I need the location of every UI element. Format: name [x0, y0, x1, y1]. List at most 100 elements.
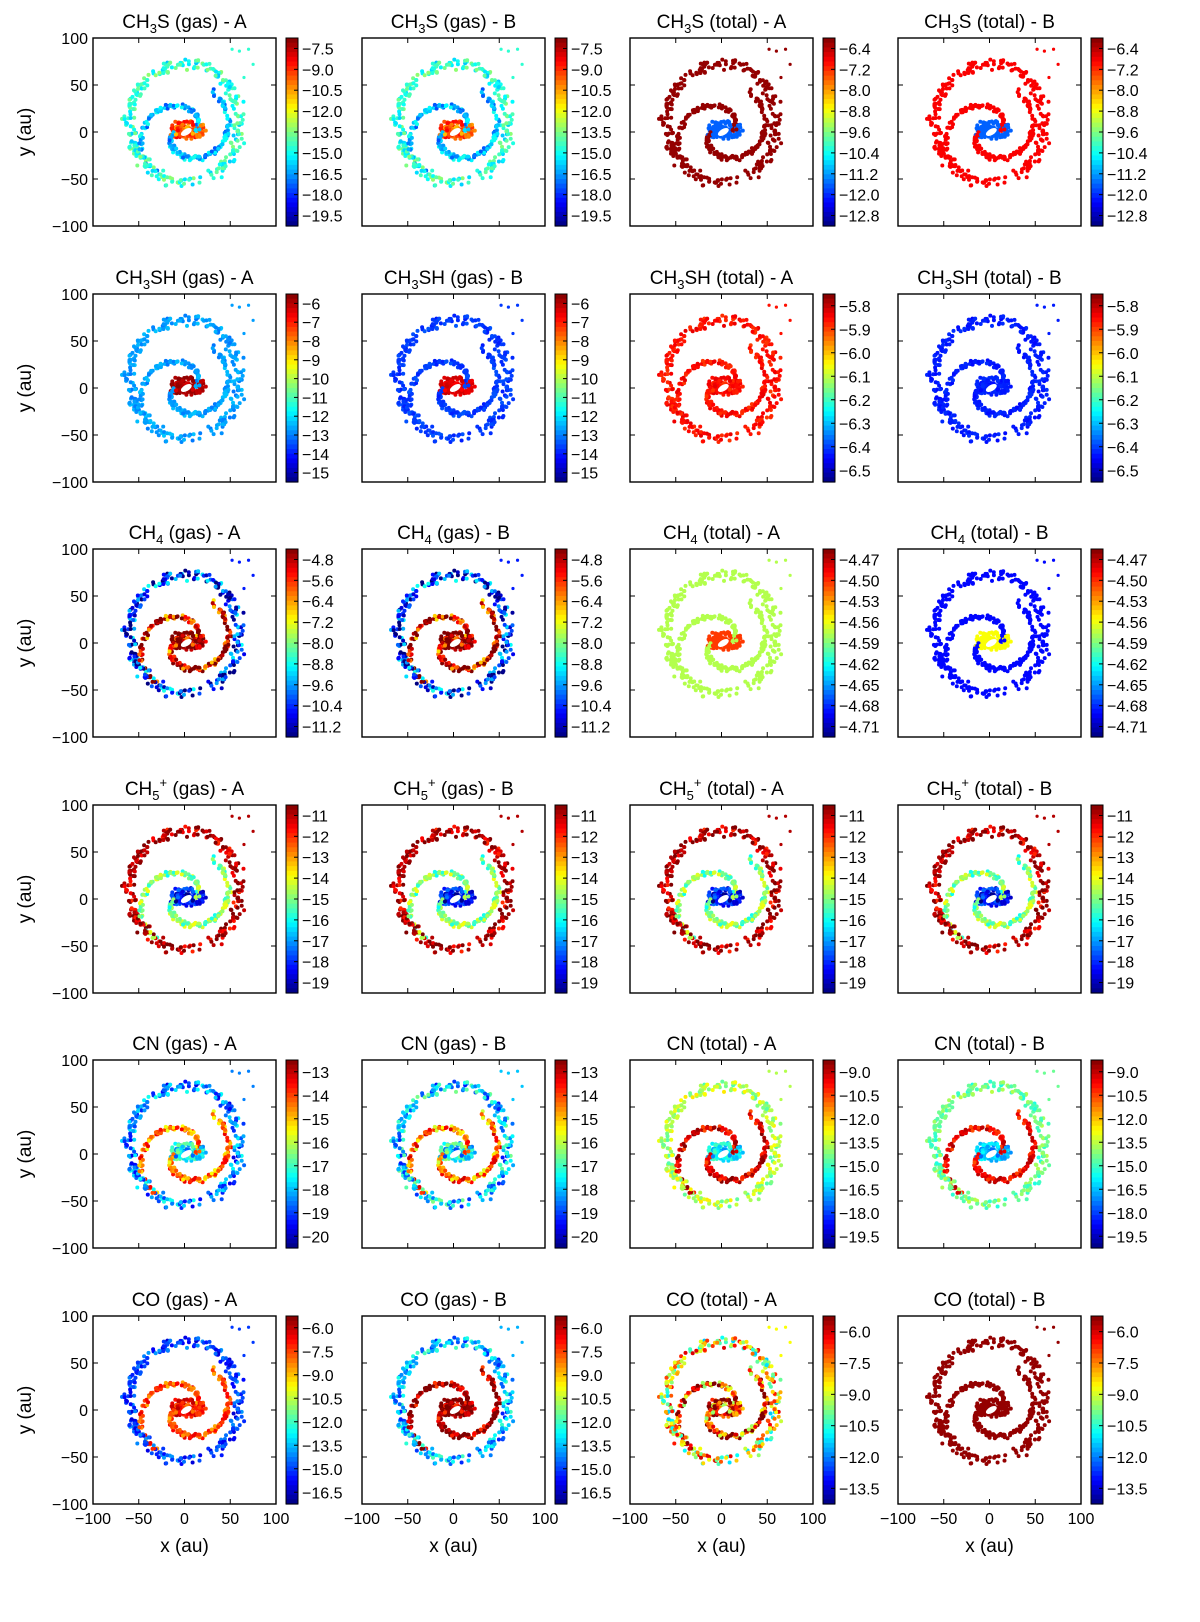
scatter-point	[143, 417, 147, 422]
scatter-point	[497, 408, 502, 413]
y-tick-label: 50	[70, 334, 88, 351]
scatter-point	[776, 392, 781, 397]
colorbar-tick-label: −12	[302, 409, 329, 426]
scatter-point	[198, 379, 203, 384]
scatter-point	[205, 323, 210, 328]
colorbar-segment	[1091, 94, 1103, 100]
colorbar-tick-label: −7.2	[839, 62, 871, 79]
scatter-point	[142, 337, 147, 342]
colorbar-segment	[555, 122, 567, 128]
scatter-point	[235, 138, 240, 143]
scatter-point	[948, 161, 952, 166]
scatter-point	[221, 100, 226, 105]
colorbar-segment	[555, 435, 567, 441]
scatter-point	[720, 359, 725, 364]
panel-2: CH3S (gas) - B−7.5−9.0−10.5−12.0−13.5−15…	[361, 12, 612, 227]
scatter-point	[210, 346, 215, 351]
scatter-point	[127, 359, 132, 364]
scatter-point	[672, 419, 677, 424]
scatter-point	[232, 342, 237, 347]
scatter-point	[427, 172, 432, 177]
scatter-point	[142, 342, 147, 347]
scatter-point	[983, 178, 988, 183]
scatter-point	[664, 353, 669, 358]
scatter-point	[462, 128, 467, 132]
scatter-point	[178, 318, 183, 323]
scatter-point	[705, 60, 710, 65]
scatter-point	[735, 175, 740, 180]
scatter-point	[1018, 73, 1023, 78]
scatter-point	[772, 138, 777, 143]
scatter-point	[668, 107, 673, 111]
colorbar-segment	[286, 294, 298, 300]
central-cavity	[449, 128, 461, 136]
scatter-point	[663, 131, 668, 136]
scatter-point	[173, 388, 178, 393]
scatter-point	[954, 173, 959, 178]
scatter-point	[455, 59, 460, 64]
scatter-point	[479, 346, 484, 351]
scatter-point	[755, 81, 760, 86]
scatter-point	[772, 129, 777, 134]
scatter-point	[197, 127, 202, 132]
scatter-point	[749, 350, 753, 354]
scatter-point	[434, 431, 439, 436]
scatter-point	[220, 398, 225, 403]
scatter-point	[732, 321, 737, 326]
scatter-point	[465, 58, 470, 63]
scatter-point	[1028, 105, 1033, 110]
scatter-point	[184, 375, 189, 380]
colorbar-segment	[823, 193, 835, 199]
scatter-point	[137, 403, 142, 408]
scatter-point	[724, 177, 729, 182]
scatter-point	[448, 361, 453, 366]
scatter-point	[950, 170, 955, 175]
scatter-point	[135, 419, 140, 424]
scatter-point	[665, 112, 670, 117]
scatter-point	[666, 139, 671, 144]
scatter-point	[490, 78, 494, 82]
scatter-point	[768, 144, 772, 149]
colorbar-segment	[286, 174, 298, 180]
scatter-point	[695, 361, 700, 366]
scatter-point	[460, 155, 465, 160]
colorbar-segment	[286, 331, 298, 337]
scatter-point	[417, 163, 422, 167]
scatter-point	[438, 65, 443, 70]
scatter-point	[509, 117, 514, 122]
scatter-point	[755, 352, 760, 357]
scatter-point	[688, 165, 693, 170]
scatter-point	[1019, 170, 1024, 175]
scatter-point	[496, 93, 501, 98]
scatter-point	[452, 359, 457, 364]
scatter-point	[149, 429, 154, 434]
colorbar-segment	[1091, 160, 1103, 166]
scatter-point	[659, 117, 664, 122]
scatter-point	[232, 86, 237, 91]
scatter-point	[669, 127, 674, 132]
colorbar-segment	[1091, 70, 1103, 77]
scatter-point	[1011, 168, 1016, 173]
colorbar-tick-label: −14	[571, 447, 598, 464]
scatter-point	[466, 436, 471, 441]
colorbar-segment	[555, 383, 567, 389]
scatter-point	[161, 61, 166, 66]
scatter-point	[664, 103, 669, 108]
scatter-point	[466, 383, 471, 388]
scatter-point	[1032, 93, 1037, 98]
scatter-point	[237, 401, 242, 406]
colorbar-segment	[286, 397, 298, 403]
scatter-point	[683, 157, 688, 162]
scatter-point	[683, 328, 688, 333]
scatter-point	[211, 67, 216, 71]
colorbar-segment	[286, 164, 298, 171]
scatter-point	[757, 142, 762, 147]
scatter-point	[459, 182, 464, 187]
scatter-point	[976, 103, 981, 108]
scatter-point	[397, 368, 402, 373]
scatter-point	[196, 58, 201, 63]
scatter-point	[151, 421, 156, 426]
colorbar-tick-label: −15	[302, 466, 329, 483]
scatter-point	[487, 352, 492, 357]
scatter-point	[213, 150, 218, 155]
